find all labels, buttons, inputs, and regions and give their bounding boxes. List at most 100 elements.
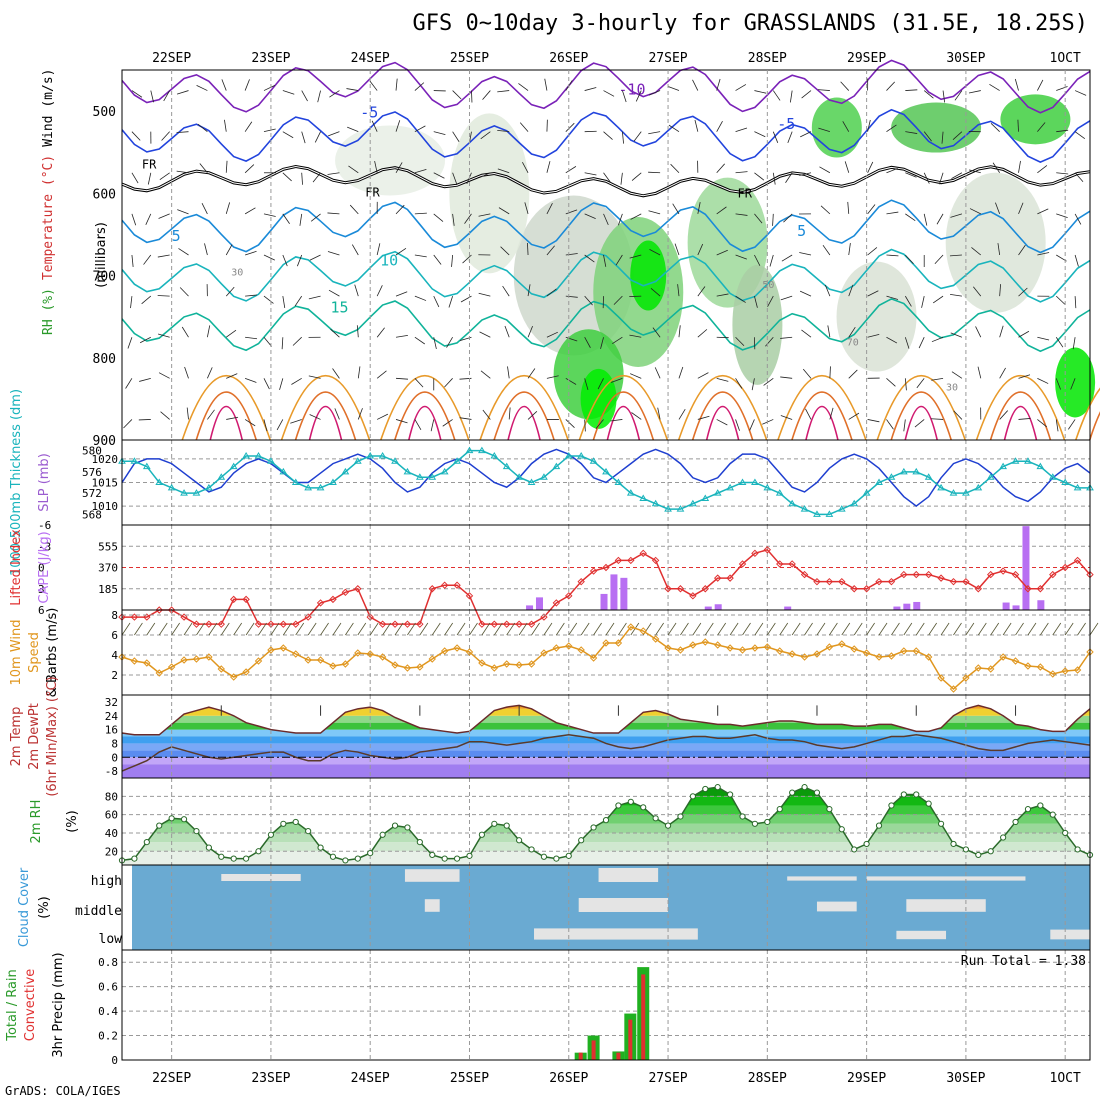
wind-barb <box>818 127 830 133</box>
lifted-index-line-marker <box>825 577 834 586</box>
temperature-contour-label: -10 <box>618 81 645 99</box>
wind-barb <box>772 213 774 226</box>
wind-barb <box>1018 287 1028 297</box>
thickness-series-line-marker <box>986 473 995 480</box>
wind-barb <box>716 249 728 256</box>
wind-tick-label: 4 <box>111 649 118 662</box>
wind-barb <box>992 162 1000 173</box>
wind-speed-line-marker <box>378 653 387 661</box>
temperature-warm-contour <box>876 375 966 441</box>
precip-convective-bar <box>616 1052 621 1060</box>
rh-line-marker <box>503 822 510 829</box>
wind-barb <box>354 284 359 297</box>
wind-speed-line-marker <box>974 664 983 672</box>
surface-wind-barb <box>742 622 751 636</box>
wind-barb <box>751 378 755 391</box>
surface-wind-barb <box>804 622 813 636</box>
wind-barb <box>131 172 139 184</box>
cloud-level-label: middle <box>75 904 122 919</box>
wind-barb <box>1055 419 1059 432</box>
lifted-index-line-marker <box>540 613 548 621</box>
cloud-cover-block <box>787 876 857 881</box>
wind-tick-label: 2 <box>111 669 118 682</box>
lifted-index-line-marker <box>254 620 263 628</box>
surface-wind-barb <box>754 622 764 636</box>
wind-barb <box>299 213 303 226</box>
wind-barb <box>176 131 189 134</box>
rh-line-marker <box>305 828 312 835</box>
wind-barb <box>444 378 453 388</box>
wind-barb <box>716 120 723 132</box>
wind-barb <box>1018 374 1031 379</box>
wind-barb <box>263 85 275 91</box>
wind-barb <box>1037 165 1048 174</box>
precip-convective-bar <box>578 1052 583 1060</box>
rh-line-marker <box>1062 829 1069 837</box>
wind-barb <box>678 408 686 420</box>
lifted-index-line-marker <box>527 620 536 628</box>
wind-barb <box>735 254 747 260</box>
wind-barb <box>678 325 681 338</box>
wind-barb <box>157 333 170 338</box>
wind-barb <box>245 294 258 297</box>
wind-barb <box>244 207 256 215</box>
wind-barb <box>478 292 491 297</box>
wind-barb <box>1037 336 1050 341</box>
li-tick-label: 3 <box>38 583 45 596</box>
temperature-warm-contour <box>280 375 371 441</box>
wind-barb <box>301 131 306 144</box>
wind-barb <box>829 366 831 379</box>
temperature-warm-contour <box>592 391 655 441</box>
wind-barb <box>667 85 680 91</box>
lifted-index-line <box>122 548 1091 625</box>
wind-barb <box>177 209 189 215</box>
pressure-tick-label: 800 <box>93 352 116 367</box>
wind-barb <box>131 90 143 98</box>
surface-wind-barb <box>134 622 143 636</box>
wind-barb <box>827 325 831 338</box>
thickness-series-line-marker <box>701 494 710 501</box>
wind-barb <box>395 247 407 256</box>
date-label-top: 26SEP <box>549 51 588 66</box>
wind-barb <box>414 295 427 301</box>
rh-shading <box>732 264 783 385</box>
wind-barb <box>584 213 596 220</box>
wind-speed-line-marker <box>316 656 325 664</box>
surface-wind-barb <box>258 622 267 636</box>
wind-speed-line-marker <box>589 654 598 662</box>
wind-barb <box>678 366 684 379</box>
wind-speed-line-marker <box>962 674 970 682</box>
wind-barb <box>886 295 899 300</box>
wind-speed-line-marker <box>676 646 685 654</box>
rh-shading <box>836 261 917 372</box>
wind-barb <box>867 247 878 256</box>
precip-tick-label: 0.2 <box>98 1030 118 1043</box>
rh-line-marker <box>578 837 585 844</box>
rh-line-marker <box>925 800 932 807</box>
wind-speed-line <box>121 626 1091 691</box>
thickness-series-line-marker <box>639 494 648 501</box>
wind-barb <box>508 407 511 420</box>
thickness-series-line-marker <box>813 510 821 517</box>
lifted-index-line-marker <box>428 585 436 593</box>
surface-wind-barb <box>779 622 789 636</box>
cape-bar <box>784 606 792 610</box>
rh-line-marker <box>267 831 275 838</box>
wind-barb <box>800 131 812 138</box>
rh-contour-label: 70 <box>847 337 859 348</box>
wind-barb <box>139 336 151 344</box>
rh-line-marker <box>962 846 969 853</box>
wind-barb <box>462 254 472 264</box>
surface-wind-barb <box>121 622 131 636</box>
lifted-index-line-marker <box>651 556 660 565</box>
rh-line-marker <box>714 784 721 791</box>
wind-barb <box>716 377 729 382</box>
temperature-contour <box>121 108 1091 163</box>
wind-barb <box>939 172 944 185</box>
cape-bar <box>903 603 911 610</box>
temperature-contour-label: -5 <box>360 104 378 122</box>
cape-tick-label: 185 <box>98 583 118 596</box>
wind-barb <box>904 337 910 349</box>
wind-barb <box>886 124 897 132</box>
wind-barb <box>225 202 231 215</box>
